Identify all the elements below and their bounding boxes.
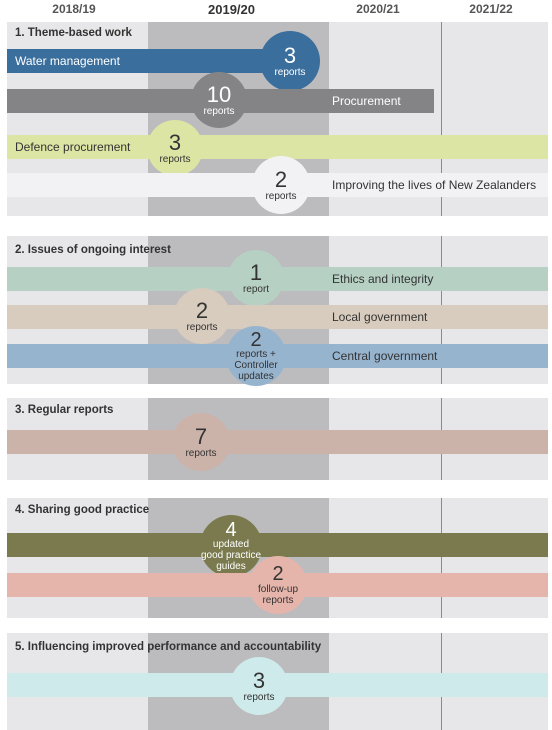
section-theme-based-work: 1. Theme-based work Water management 3 r… [7,22,548,216]
label-improving-lives: Improving the lives of New Zealanders [332,178,537,192]
bar-defence-procurement [7,135,548,159]
section-title: 5. Influencing improved performance and … [15,641,322,653]
circle-ethics-integrity: 1 report [228,250,284,306]
year-header-2020-21: 2020/21 [356,2,400,16]
year-divider [441,22,442,216]
section-ongoing-interest: 2. Issues of ongoing interest Ethics and… [7,236,548,386]
year-header-2021-22: 2021/22 [469,2,513,16]
circle-good-practice-guides: 4 updated good practice guides [200,515,262,577]
count-note: report [242,283,270,295]
count-note: reports [186,321,218,333]
bar-local-government [7,305,548,329]
count: 3 [252,667,266,693]
circle-follow-up-reports: 2 follow-up reports [249,556,307,614]
bar-good-practice-guides [7,533,548,557]
section-title: 2. Issues of ongoing interest [15,244,171,256]
circle-water-management: 3 reports [260,31,320,91]
circle-improving-lives: 2 reports [252,156,310,214]
section-influencing-performance: 5. Influencing improved performance and … [7,633,548,730]
section-sharing-good-practice: 4. Sharing good practice 4 updated good … [7,498,548,618]
circle-influencing-performance: 3 reports [230,657,288,715]
circle-defence-procurement: 3 reports [147,120,203,176]
circle-local-government: 2 reports [174,288,230,344]
circle-central-government: 2 reports + Controller updates [226,326,286,386]
count-note: updated good practice guides [200,538,262,572]
label-procurement: Procurement [332,94,401,108]
count: 2 [195,297,209,323]
year-header-2018-19: 2018/19 [52,2,96,16]
bar-water-management [7,49,307,73]
label-local-government: Local government [332,310,428,324]
section-title: 3. Regular reports [15,404,114,416]
section-title: 1. Theme-based work [15,27,132,39]
count-note: reports [265,190,297,202]
circle-procurement: 10 reports [191,72,247,128]
count: 3 [283,42,297,68]
count-note: reports [203,105,235,117]
bar-regular-reports [7,430,548,454]
section-regular-reports: 3. Regular reports 7 reports [7,398,548,480]
label-defence-procurement: Defence procurement [15,140,131,154]
count: 1 [249,259,263,285]
count: 7 [194,423,208,449]
year-header-2019-20: 2019/20 [208,2,255,17]
section-title: 4. Sharing good practice [15,504,150,516]
count: 4 [225,518,237,541]
count: 10 [206,81,232,107]
count: 2 [250,328,262,351]
count-note: reports [243,691,275,703]
count: 2 [274,166,288,192]
year-divider [441,498,442,618]
label-water-management: Water management [15,54,120,68]
label-central-government: Central government [332,349,438,363]
count-note: reports [274,66,306,78]
count-note: reports [159,153,191,165]
count: 3 [168,129,182,155]
count-note: reports [185,447,217,459]
count-note: reports + Controller updates [234,348,278,382]
circle-regular-reports: 7 reports [172,413,230,471]
count: 2 [272,563,284,585]
label-ethics-integrity: Ethics and integrity [332,272,434,286]
count-note: follow-up reports [257,584,299,606]
